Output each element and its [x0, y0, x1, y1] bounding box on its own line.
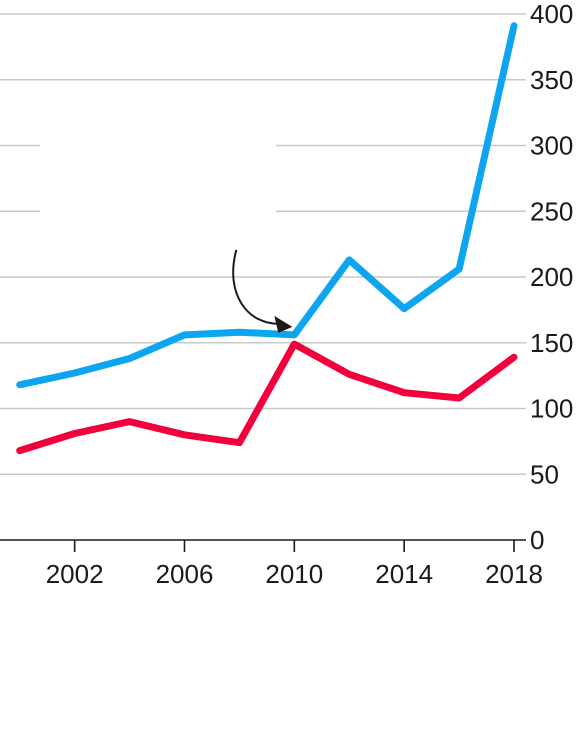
y-tick-label-0: 0: [530, 525, 544, 555]
x-tick-label-2002: 2002: [46, 559, 104, 589]
series-line-2: [16, 340, 518, 455]
tick-labels: 0 50 100 150 200 250 300 350 400 2002 2006 2010 2014…: [46, 0, 574, 589]
annotations: [232, 249, 293, 333]
series-line-1: [16, 22, 518, 389]
y-tick-label-250: 250: [530, 196, 573, 226]
y-tick-label-300: 300: [530, 131, 573, 161]
y-tick-label-400: 400: [530, 0, 573, 29]
x-tick-label-2006: 2006: [156, 559, 214, 589]
x-tick-label-2010: 2010: [265, 559, 323, 589]
x-tick-label-2014: 2014: [375, 559, 433, 589]
series-lines: [16, 22, 518, 455]
y-tick-label-150: 150: [530, 328, 573, 358]
annotation-arrow-head: [274, 315, 293, 333]
annotation-arrow-shaft: [232, 249, 281, 325]
y-tick-label-50: 50: [530, 459, 559, 489]
y-tick-label-200: 200: [530, 262, 573, 292]
x-axis: [0, 539, 526, 552]
y-tick-label-350: 350: [530, 65, 573, 95]
gridlines: [0, 13, 526, 475]
x-tick-label-2018: 2018: [485, 559, 543, 589]
y-tick-label-100: 100: [530, 394, 573, 424]
